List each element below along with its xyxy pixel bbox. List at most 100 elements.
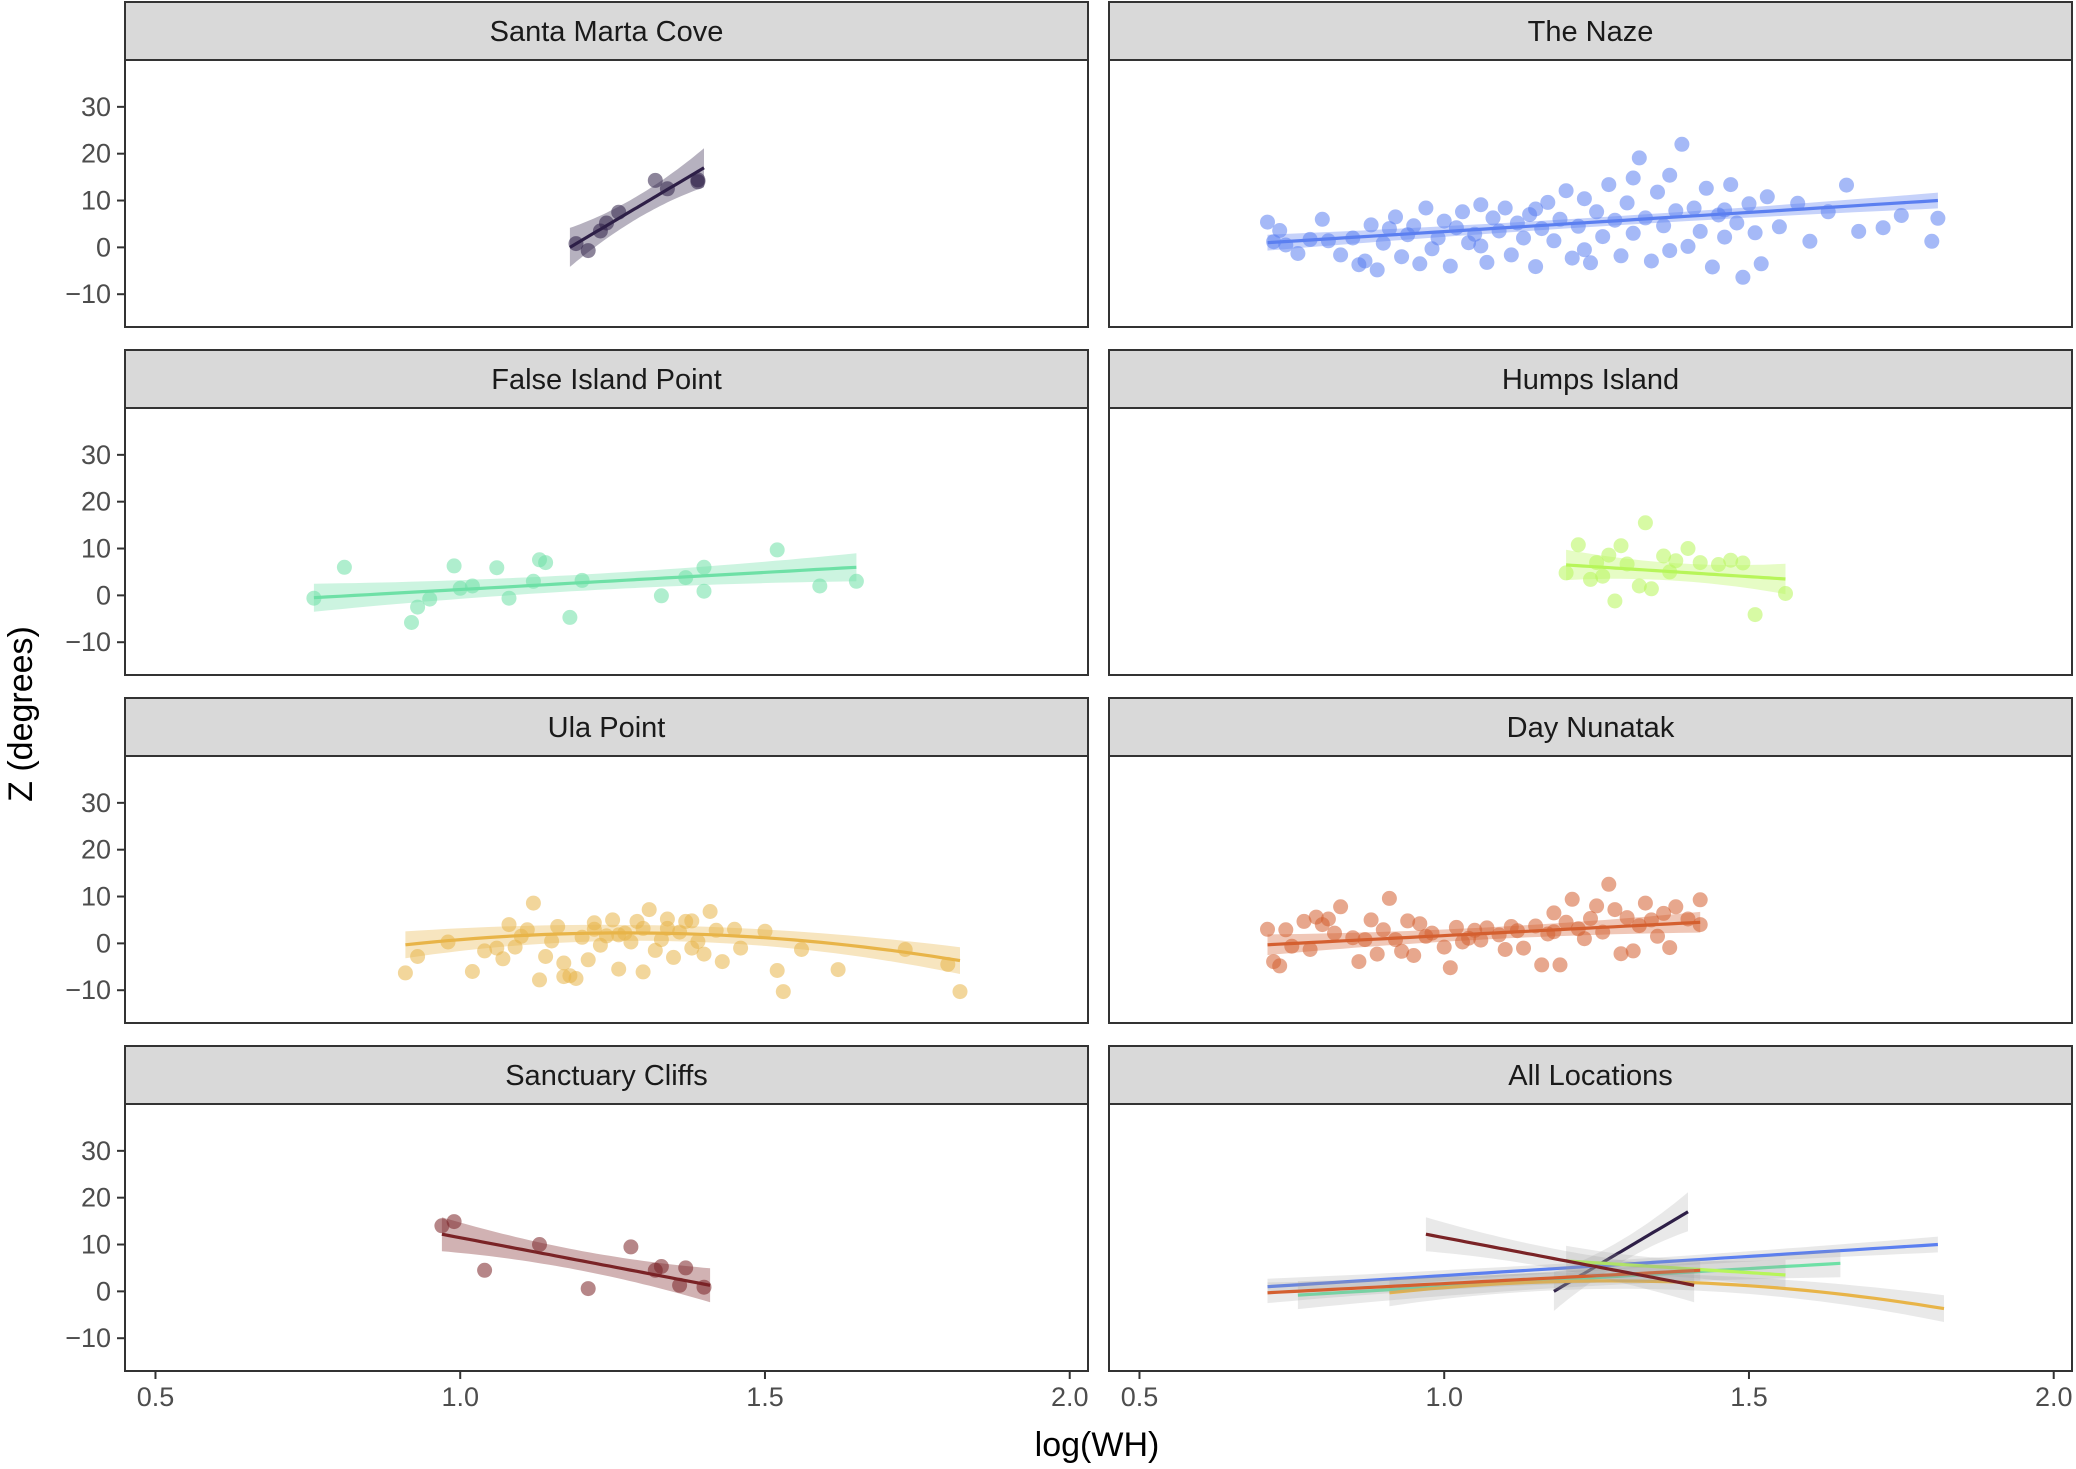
data-point: [1497, 942, 1513, 957]
data-point: [812, 578, 828, 594]
data-point: [1528, 918, 1544, 934]
facet-title: Humps Island: [1502, 364, 1679, 396]
data-point: [538, 555, 554, 571]
data-point: [1589, 204, 1605, 220]
data-point: [495, 951, 511, 967]
data-point: [653, 588, 669, 604]
y-tick-label: −10: [65, 279, 111, 309]
data-point: [1735, 269, 1751, 285]
data-point: [714, 954, 730, 970]
data-point: [696, 1279, 712, 1295]
data-point: [1656, 218, 1672, 234]
data-point: [446, 1214, 462, 1230]
data-point: [1528, 259, 1544, 275]
data-point: [659, 920, 675, 936]
data-point: [1778, 586, 1793, 601]
facet-panel: Sanctuary Cliffs −10 0 10 20 30 0.5 1.0 1.5 2.0: [65, 1045, 1089, 1412]
y-tick-label: 0: [96, 232, 111, 262]
data-point: [1601, 547, 1617, 563]
data-point: [897, 942, 913, 957]
data-point: [1272, 958, 1288, 974]
data-point: [1613, 946, 1629, 962]
data-point: [1388, 209, 1403, 225]
data-point: [1698, 180, 1714, 196]
data-point: [1643, 253, 1659, 269]
x-tick-label: 1.5: [1730, 1382, 1768, 1412]
data-point: [1278, 922, 1294, 938]
facet-title: All Locations: [1508, 1060, 1672, 1092]
facet-panel: All Locations 0.5 1.0 1.5 2.0: [1108, 1045, 2073, 1412]
x-tick-label: 2.0: [2035, 1382, 2073, 1412]
data-point: [1637, 895, 1653, 911]
data-point: [1284, 938, 1300, 954]
data-point: [1662, 940, 1678, 956]
data-point: [1662, 167, 1678, 183]
panel-border: [124, 755, 1089, 1024]
data-point: [1704, 259, 1720, 275]
data-point: [1595, 924, 1611, 940]
x-tick-label: 2.0: [1051, 1382, 1089, 1412]
data-point: [1516, 230, 1531, 246]
facet-title: Santa Marta Cove: [490, 16, 724, 48]
data-point: [1790, 195, 1806, 211]
data-point: [464, 578, 480, 594]
data-point: [1607, 593, 1623, 609]
confidence-band: [405, 924, 960, 974]
panel-background: [1109, 60, 2072, 327]
data-point: [1662, 564, 1678, 580]
data-point: [1668, 899, 1684, 915]
data-point: [1363, 217, 1379, 233]
panel-content: [397, 895, 968, 1000]
y-axis-title: Z (degrees): [2, 626, 40, 802]
data-point: [1302, 942, 1318, 957]
data-point: [1583, 255, 1598, 271]
data-point: [1625, 943, 1641, 959]
panel-border: [1108, 59, 2073, 328]
data-point: [1747, 607, 1763, 623]
confidence-band: [1389, 1272, 1944, 1322]
data-point: [1314, 211, 1330, 227]
panel-border: [124, 59, 1089, 328]
panel-content: [1260, 136, 1946, 285]
data-point: [653, 1259, 669, 1274]
data-point: [1296, 913, 1312, 929]
data-point: [1839, 177, 1854, 193]
data-point: [775, 984, 791, 1000]
data-point: [1534, 957, 1550, 973]
data-point: [1400, 913, 1416, 929]
data-point: [678, 570, 694, 586]
data-point: [568, 236, 584, 252]
facet-strip: [1108, 1, 2073, 61]
data-point: [1717, 229, 1733, 245]
y-tick-label: 20: [81, 139, 111, 169]
data-point: [1668, 553, 1684, 569]
data-point: [1327, 925, 1342, 941]
y-tick-label: 10: [81, 186, 111, 216]
data-point: [1546, 233, 1562, 249]
data-point: [666, 949, 681, 965]
data-point: [1564, 250, 1580, 266]
y-tick-label: 0: [96, 580, 111, 610]
data-point: [464, 964, 480, 979]
data-point: [556, 969, 572, 985]
data-point: [519, 922, 535, 938]
data-point: [1516, 940, 1531, 956]
data-point: [1369, 262, 1385, 278]
data-point: [1442, 258, 1458, 274]
data-point: [727, 921, 742, 937]
data-point: [1540, 194, 1556, 210]
data-point: [446, 558, 462, 574]
data-point: [580, 952, 596, 968]
data-point: [477, 943, 493, 959]
data-point: [794, 942, 809, 957]
data-point: [525, 895, 541, 911]
fit-line: [1267, 1242, 1939, 1289]
data-point: [678, 1260, 694, 1276]
data-point: [653, 932, 669, 948]
data-point: [830, 962, 846, 978]
data-point: [635, 920, 651, 936]
data-point: [1552, 211, 1568, 227]
data-point: [1381, 890, 1397, 906]
data-point: [1388, 932, 1403, 948]
facet-strip: [1108, 349, 2073, 409]
